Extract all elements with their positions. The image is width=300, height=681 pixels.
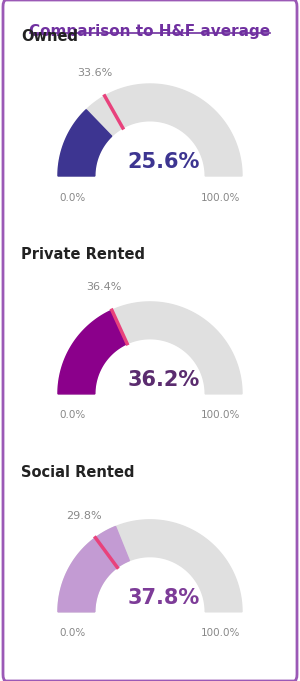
Text: 29.8%: 29.8% bbox=[66, 511, 101, 522]
Text: 37.8%: 37.8% bbox=[128, 588, 200, 608]
Text: Owned: Owned bbox=[21, 29, 78, 44]
Text: 0.0%: 0.0% bbox=[60, 193, 86, 202]
Polygon shape bbox=[58, 110, 112, 176]
Text: Comparison to H&F average: Comparison to H&F average bbox=[29, 24, 271, 39]
Text: 100.0%: 100.0% bbox=[201, 193, 240, 202]
Text: Social Rented: Social Rented bbox=[21, 465, 134, 480]
Text: 0.0%: 0.0% bbox=[60, 629, 86, 638]
Text: 36.4%: 36.4% bbox=[86, 282, 121, 291]
Text: 36.2%: 36.2% bbox=[128, 370, 200, 390]
Text: 33.6%: 33.6% bbox=[77, 68, 112, 78]
Polygon shape bbox=[58, 302, 242, 394]
Text: 100.0%: 100.0% bbox=[201, 629, 240, 638]
Polygon shape bbox=[58, 520, 242, 612]
Text: 25.6%: 25.6% bbox=[128, 152, 200, 172]
Polygon shape bbox=[58, 311, 127, 394]
Text: 0.0%: 0.0% bbox=[60, 411, 86, 420]
Text: 100.0%: 100.0% bbox=[201, 411, 240, 420]
Polygon shape bbox=[58, 526, 129, 612]
Text: Private Rented: Private Rented bbox=[21, 247, 145, 262]
Polygon shape bbox=[58, 84, 242, 176]
